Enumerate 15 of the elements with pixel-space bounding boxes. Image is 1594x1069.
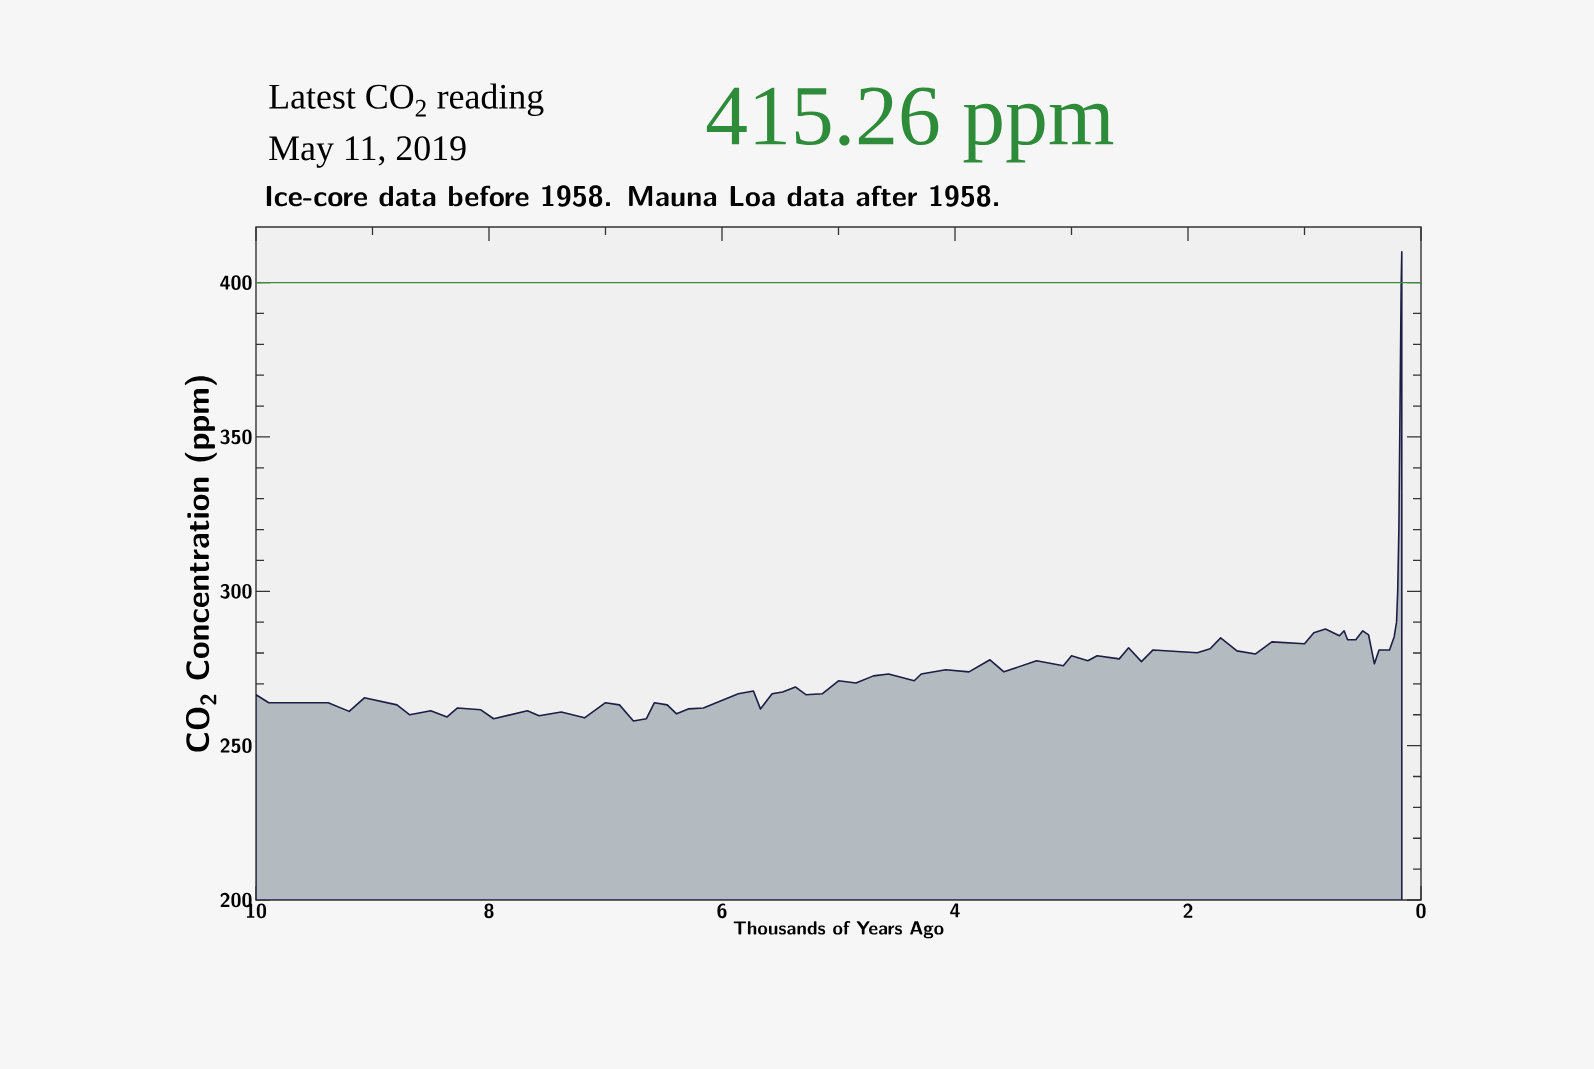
chart-title: Latest CO$_{2}$ reading: [269, 83, 544, 117]
y-tick-label: 250: [220, 738, 252, 753]
x-tick-label: 4: [950, 903, 960, 918]
y-tick-label: 400: [220, 275, 252, 290]
text: 415.26 ppm: [706, 87, 1114, 163]
x-tick-label: 2: [1183, 903, 1193, 918]
x-axis-title: Thousands of Years Ago: [733, 921, 944, 939]
x-tick-label: 8: [484, 903, 494, 919]
text: May 11, 2019: [269, 136, 466, 168]
y-tick-label: 300: [220, 583, 252, 599]
y-axis-title: CO$_{2}$ Concentration (ppm): [184, 376, 217, 752]
x-tick-label: 0: [1416, 903, 1426, 919]
x-tick-label: 6: [717, 903, 727, 919]
chart-subtitle: Ice-core data before 1958. Mauna Loa data after 1958.: [266, 185, 998, 207]
y-tick-label: 350: [220, 429, 252, 445]
